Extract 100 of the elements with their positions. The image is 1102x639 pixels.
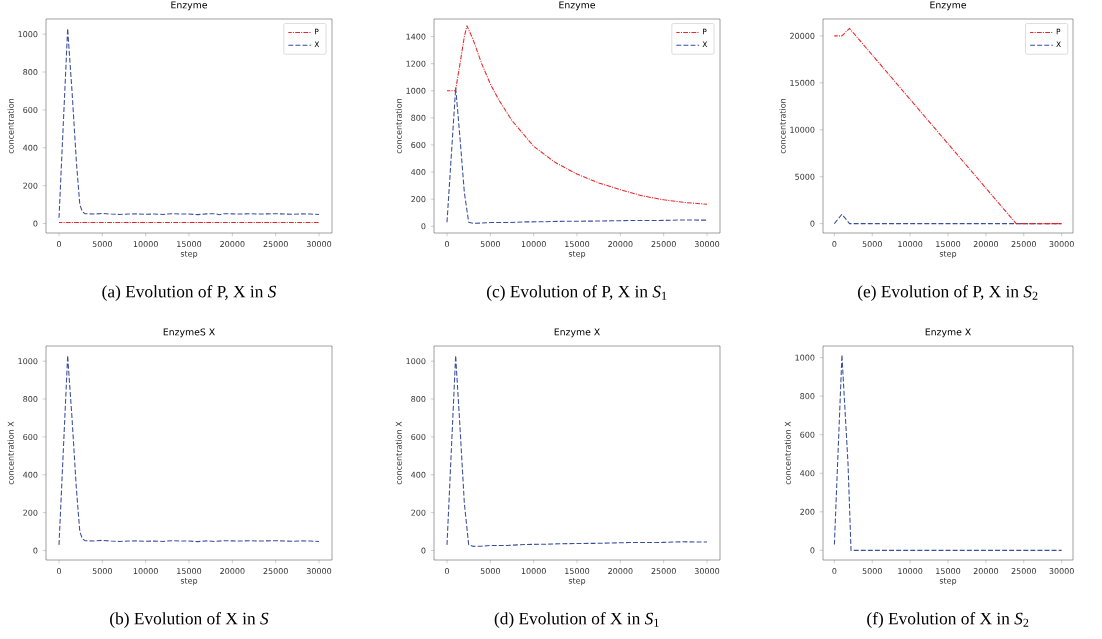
x-tick-label: 10000 <box>898 241 923 248</box>
y-axis-title: concentration <box>779 98 786 154</box>
x-tick-label: 0 <box>444 568 450 575</box>
y-tick-label: 200 <box>800 508 815 515</box>
chart-title: Enzyme <box>930 1 967 11</box>
y-tick-label: 1400 <box>406 33 426 40</box>
x-tick-label: 25000 <box>651 568 676 575</box>
x-tick-label: 5000 <box>480 568 500 575</box>
x-tick-label: 30000 <box>306 241 332 248</box>
y-tick-label: 1000 <box>795 354 815 361</box>
x-tick-label: 5000 <box>862 241 882 248</box>
y-axis-title: concentration X <box>784 421 791 485</box>
y-tick-label: 800 <box>411 114 426 121</box>
y-tick-label: 200 <box>411 509 426 516</box>
y-tick-label: 800 <box>23 396 38 403</box>
y-axis-title: concentration <box>7 98 14 154</box>
y-tick-label: 400 <box>411 471 426 478</box>
line-series <box>58 27 320 219</box>
x-tick-label: 0 <box>832 241 837 248</box>
x-tick-label: 20000 <box>220 241 245 248</box>
y-tick-label: 600 <box>23 433 38 440</box>
x-tick-label: 5000 <box>92 241 112 248</box>
y-tick-label: 1000 <box>406 358 426 365</box>
chart-title: Enzyme <box>559 1 596 11</box>
y-tick-label: 800 <box>800 393 815 400</box>
y-tick-label: 20000 <box>790 32 815 39</box>
y-tick-label: 15000 <box>790 79 815 86</box>
x-axis-title: step <box>180 250 198 259</box>
x-axis-title: step <box>939 577 957 586</box>
x-tick-label: 15000 <box>936 568 961 575</box>
text: (e) Evolution of P, X in S$_{2}$ <box>858 285 1038 301</box>
y-tick-label: 1000 <box>18 358 38 365</box>
text: (c) Evolution of P, X in S$_{1}$ <box>487 285 667 301</box>
x-tick-label: 30000 <box>306 568 332 575</box>
y-tick-label: 5000 <box>795 173 815 180</box>
text: (b) Evolution of X in S <box>110 612 269 628</box>
x-tick-label: 30000 <box>694 241 720 248</box>
x-tick-label: 5000 <box>862 568 882 575</box>
y-tick-label: 400 <box>23 144 38 151</box>
line-series <box>446 87 708 224</box>
y-tick-label: 400 <box>800 470 815 477</box>
y-tick-label: 800 <box>411 396 426 403</box>
x-tick-label: 0 <box>832 568 837 575</box>
x-tick-label: 20000 <box>973 241 999 248</box>
y-tick-label: 200 <box>411 196 426 203</box>
x-tick-label: 25000 <box>1011 568 1036 575</box>
x-axis-title: step <box>568 250 586 259</box>
y-axis-title: concentration X <box>7 421 14 485</box>
y-tick-label: 600 <box>23 106 38 113</box>
y-tick-label: 600 <box>411 433 426 440</box>
x-tick-label: 0 <box>444 241 450 248</box>
x-tick-label: 25000 <box>651 241 676 248</box>
x-tick-label: 20000 <box>973 568 999 575</box>
y-tick-label: 0 <box>810 220 815 227</box>
text: (a) Evolution of P, X in S <box>102 285 277 301</box>
x-tick-label: 0 <box>56 241 62 248</box>
line-series <box>833 354 1063 551</box>
y-tick-label: 10000 <box>790 126 815 133</box>
y-tick-label: 200 <box>23 182 38 189</box>
line-series <box>446 25 708 205</box>
x-tick-label: 10000 <box>898 568 923 575</box>
x-tick-label: 30000 <box>694 568 720 575</box>
y-tick-label: 800 <box>23 69 38 76</box>
x-tick-label: 15000 <box>565 241 590 248</box>
y-tick-label: 0 <box>810 547 815 554</box>
y-tick-label: 0 <box>33 547 38 554</box>
text: (f) Evolution of X in S$_{2}$ <box>867 612 1029 628</box>
y-tick-label: 0 <box>421 223 426 230</box>
chart-title: Enzyme X <box>925 328 971 338</box>
y-axis-title: concentration <box>395 98 402 154</box>
text: (d) Evolution of X in S$_{1}$ <box>494 612 659 628</box>
x-tick-label: 25000 <box>263 241 288 248</box>
y-tick-label: 200 <box>23 509 38 516</box>
x-tick-label: 5000 <box>92 568 112 575</box>
chart-title: Enzyme <box>171 1 208 11</box>
y-tick-label: 1000 <box>406 87 426 94</box>
x-tick-label: 25000 <box>1011 241 1036 248</box>
y-tick-label: 0 <box>33 220 38 227</box>
y-tick-label: 600 <box>411 141 426 148</box>
x-axis-title: step <box>180 577 198 586</box>
chart-title: EnzymeS X <box>163 328 215 338</box>
x-tick-label: 20000 <box>220 568 245 575</box>
x-tick-label: 10000 <box>521 568 546 575</box>
x-tick-label: 30000 <box>1049 241 1074 248</box>
x-tick-label: 20000 <box>608 568 633 575</box>
x-tick-label: 15000 <box>177 241 202 248</box>
x-tick-label: 25000 <box>263 568 288 575</box>
x-tick-label: 5000 <box>480 241 500 248</box>
y-tick-label: 1200 <box>406 60 426 67</box>
x-tick-label: 30000 <box>1049 568 1074 575</box>
x-tick-label: 20000 <box>608 241 633 248</box>
x-tick-label: 0 <box>56 568 62 575</box>
y-tick-label: 0 <box>421 547 426 554</box>
x-tick-label: 10000 <box>133 568 158 575</box>
line-series <box>446 354 708 547</box>
x-tick-label: 15000 <box>177 568 202 575</box>
y-tick-label: 600 <box>800 431 815 438</box>
x-tick-label: 15000 <box>565 568 590 575</box>
y-tick-label: 400 <box>23 471 38 478</box>
y-axis-title: concentration X <box>395 421 402 485</box>
